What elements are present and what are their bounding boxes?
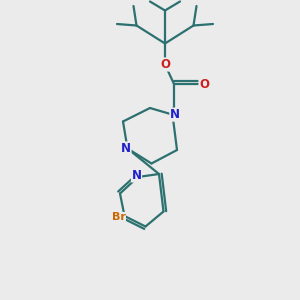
Text: N: N [131, 169, 142, 182]
Text: N: N [121, 142, 131, 155]
Text: O: O [199, 77, 209, 91]
Text: O: O [160, 58, 170, 71]
Text: N: N [170, 108, 180, 121]
Text: Br: Br [112, 212, 125, 223]
